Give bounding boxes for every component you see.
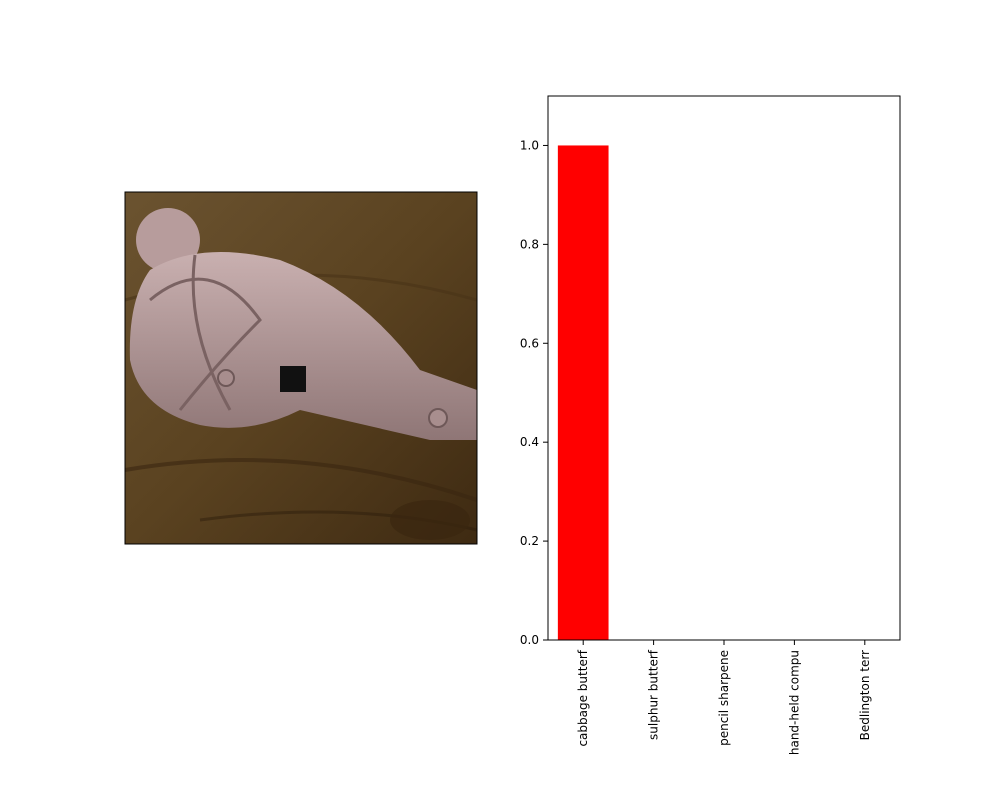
- bar-chart: 0.0 0.2 0.4 0.6 0.8 1.0 cabbage butterf sulphu…: [520, 95, 901, 755]
- carved-line: [149, 277, 262, 411]
- y-tick-label: 0.2: [520, 534, 539, 548]
- y-tick-label: 0.8: [520, 237, 539, 251]
- bars-group: [557, 145, 609, 641]
- x-tick-label: pencil sharpene: [717, 650, 731, 746]
- object-knob: [136, 208, 200, 272]
- object-screw: [217, 369, 235, 387]
- y-tick-label: 0.0: [520, 633, 539, 647]
- object-screw: [428, 408, 448, 428]
- wood-grain-line: [125, 458, 477, 502]
- wood-knot: [390, 500, 470, 540]
- y-tick-label: 0.6: [520, 336, 539, 350]
- photo-panel: [125, 192, 477, 544]
- carved-object-body: [129, 252, 477, 440]
- bar-0: [557, 145, 609, 641]
- y-tick-label: 0.4: [520, 435, 539, 449]
- photo-frame: [124, 191, 478, 545]
- plot-frame: [547, 95, 901, 641]
- carved-line: [191, 254, 232, 411]
- x-tick-label: Bedlington terr: [858, 650, 872, 740]
- y-axis: 0.0 0.2 0.4 0.6 0.8 1.0: [520, 138, 548, 647]
- x-tick-label: sulphur butterf: [647, 649, 661, 740]
- x-tick-label: hand-held compu: [787, 650, 801, 755]
- y-tick-label: 1.0: [520, 138, 539, 152]
- x-axis: cabbage butterf sulphur butterf pencil sha…: [576, 640, 872, 755]
- object-slot: [280, 366, 306, 392]
- x-tick-label: cabbage butterf: [576, 649, 590, 746]
